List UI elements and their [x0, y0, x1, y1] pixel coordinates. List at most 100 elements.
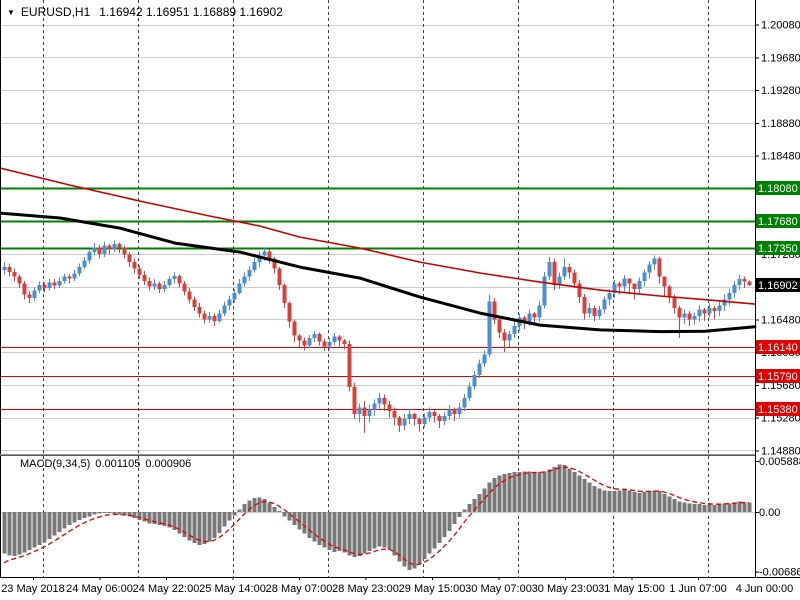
current-price-label-text: 1.16902 [758, 280, 798, 292]
chart-symbol-period: EURUSD,H1 [20, 5, 91, 19]
macd-bar [482, 488, 487, 512]
candle-bull [477, 359, 482, 379]
candle-bull [722, 294, 727, 312]
macd-signal-value: 0.000906 [145, 458, 192, 470]
candle-bull [682, 309, 687, 325]
macd-bar [167, 511, 172, 528]
macd-bar [172, 511, 177, 531]
resistance-price-label-text: 1.17680 [758, 216, 798, 228]
chart-title: ▼ EURUSD,H1 1.16942 1.16951 1.16889 1.1690… [7, 5, 283, 19]
macd-bar [197, 511, 202, 545]
candle-bull [102, 241, 107, 258]
candle-bear [42, 282, 47, 293]
candle-bear [297, 334, 302, 348]
candle-bull [697, 305, 702, 322]
candle-bull [487, 294, 492, 357]
candle-bull [727, 289, 732, 306]
time-axis-label: 28 May 07:00 [266, 583, 333, 595]
candle-bull [602, 296, 607, 314]
candle-bear [267, 249, 272, 264]
price-label-boxes: 1.18080 1.17680 1.17350 1.16140 1.15790 1.153… [756, 181, 800, 416]
macd-bar [642, 492, 647, 512]
candle-bear [662, 276, 667, 298]
candle-bear [577, 280, 582, 303]
macd-bar [717, 504, 722, 512]
macd-bar [687, 503, 692, 512]
time-axis-label: 31 May 15:00 [598, 583, 665, 595]
time-axis-label: 30 May 23:00 [532, 583, 599, 595]
candle-bull [652, 255, 657, 271]
candle-bull [562, 258, 567, 281]
support-price-label-text: 1.16140 [758, 342, 798, 354]
candle-bull [242, 272, 247, 287]
candle-bull [332, 333, 337, 346]
macd-bar [497, 475, 502, 512]
candle-bear [22, 280, 27, 300]
macd-indicator-label: MACD(9,34,5) 0.001105 0.000906 [20, 458, 196, 470]
candle-bull [542, 271, 547, 309]
macd-bar [292, 511, 297, 525]
candle-bull [457, 402, 462, 418]
macd-bar [2, 511, 7, 554]
candle-bear [657, 257, 662, 284]
candle-bull [462, 393, 467, 411]
macd-bar [412, 511, 417, 569]
candle-bull [732, 280, 737, 299]
macd-bar [347, 511, 352, 556]
time-axis-label: 4 Jun 00:00 [736, 583, 794, 595]
price-axis-label: 1.14880 [761, 445, 800, 457]
macd-bar [162, 511, 167, 526]
macd-bar [442, 511, 447, 538]
candle-bear [382, 394, 387, 411]
candle-bull [367, 404, 372, 423]
candle-bull [637, 277, 642, 295]
candle-bull [737, 275, 742, 290]
macd-bar [517, 472, 522, 512]
price-axis-label: 1.19280 [761, 85, 800, 97]
candle-bear [412, 412, 417, 426]
macd-bar [157, 511, 162, 525]
macd-bar [552, 466, 557, 512]
macd-bar [362, 511, 367, 554]
candle-bear [392, 407, 397, 426]
candle-bull [222, 301, 227, 317]
macd-bar [177, 511, 182, 534]
macd-bar [307, 511, 312, 538]
macd-bar [212, 511, 217, 538]
macd-bar [282, 511, 287, 517]
macd-bar [632, 492, 637, 512]
candle-bear [67, 274, 72, 284]
price-axis-label: 1.18480 [761, 151, 800, 163]
candle-bull [537, 301, 542, 322]
candle-bear [17, 274, 22, 289]
macd-bar [62, 511, 67, 529]
macd-bar [42, 511, 47, 543]
macd-bar [567, 468, 572, 512]
candle-bull [162, 280, 167, 293]
macd-bar [492, 478, 497, 512]
candle-bull [252, 257, 257, 273]
candle-bear [142, 271, 147, 285]
time-axis-label: 23 May 2018 [1, 583, 65, 595]
candle-bull [172, 271, 177, 284]
macd-bar [182, 511, 187, 538]
candle-bull [707, 302, 712, 318]
macd-bar [437, 511, 442, 544]
candle-bear [592, 305, 597, 322]
macd-bar [512, 472, 517, 512]
macd-axis-label: -0.006866 [759, 567, 800, 579]
macd-bar [257, 497, 262, 512]
candle-bull [167, 275, 172, 288]
candle-bear [192, 296, 197, 312]
macd-bar [217, 511, 222, 533]
candle-bear [337, 334, 342, 347]
macd-bar [317, 511, 322, 545]
macd-bar [422, 511, 427, 559]
macd-bar [522, 471, 527, 512]
candle-bull [377, 392, 382, 410]
resistance-price-label-text: 1.17350 [758, 243, 798, 255]
candle-bear [747, 280, 752, 286]
macd-bar [242, 504, 247, 512]
